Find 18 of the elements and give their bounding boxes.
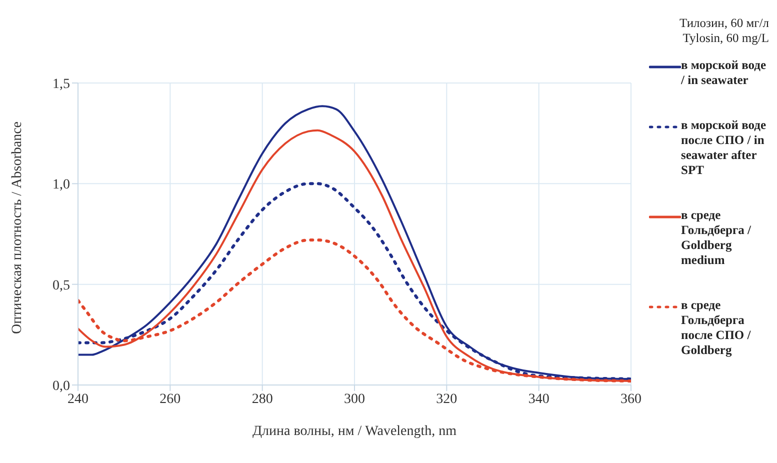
legend-title: Тилозин, 60 мг/л Tylosin, 60 mg/L bbox=[678, 16, 769, 46]
x-tick-label: 340 bbox=[528, 392, 550, 407]
y-tick-label: 1,5 bbox=[52, 76, 70, 92]
y-tick-label: 1,0 bbox=[52, 178, 70, 193]
legend-label: в морской воде после СПО / in seawater after SPT bbox=[681, 118, 768, 178]
y-axis-title: Оптическая плотность / Absorbance bbox=[10, 122, 25, 334]
legend-label: в среде Гольдберга / Goldberg medium bbox=[681, 208, 752, 268]
x-tick-label: 360 bbox=[620, 392, 642, 407]
x-tick-label: 240 bbox=[68, 392, 88, 407]
y-tick-label: 0,0 bbox=[52, 378, 70, 394]
legend-label: в среде Гольдберга после СПО / Goldberg bbox=[681, 298, 752, 358]
x-tick-label: 320 bbox=[436, 392, 458, 407]
x-tick-label: 260 bbox=[160, 392, 181, 407]
x-tick-label: 280 bbox=[252, 392, 273, 407]
x-axis-title: Длина волны, нм / Wavelength, nm bbox=[252, 424, 457, 439]
x-tick-label: 300 bbox=[344, 392, 365, 407]
legend-label: в морской воде / in seawater bbox=[681, 58, 768, 88]
y-tick-label: 0,5 bbox=[52, 278, 70, 294]
